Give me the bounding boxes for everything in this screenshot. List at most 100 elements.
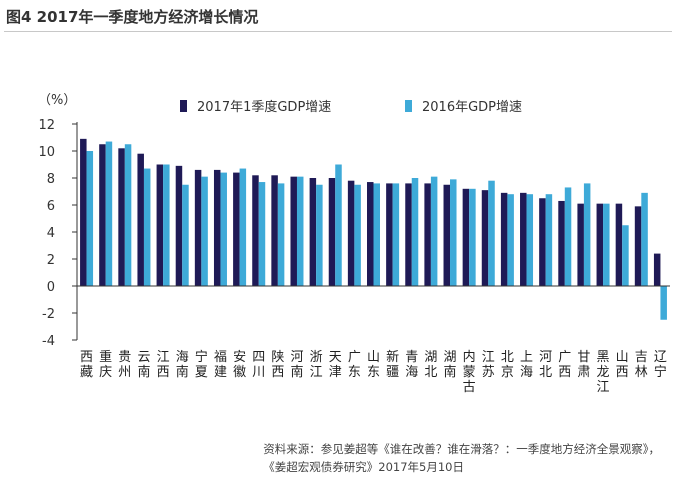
legend-item-2017q1: 2017年1季度GDP增速 <box>180 96 331 115</box>
y-tick-label: 10 <box>38 145 55 160</box>
y-tick-label: 4 <box>47 226 55 241</box>
x-tick-label: 河北 <box>539 350 552 380</box>
x-tick-label: 青海 <box>405 350 418 380</box>
bar-2017q1-30 <box>653 253 661 286</box>
bar-2017q1-8 <box>233 172 240 286</box>
y-tick-label: -4 <box>42 334 55 349</box>
x-tick-label: 贵州 <box>118 350 131 380</box>
bar-2017q1-6 <box>194 169 202 286</box>
bar-2017q1-12 <box>309 178 317 286</box>
x-tick-label: 宁夏 <box>195 349 208 380</box>
bar-2016-10 <box>277 183 285 286</box>
bar-2016-22 <box>507 194 514 286</box>
bar-2017q1-2 <box>118 148 125 286</box>
bar-2016-6 <box>201 176 208 286</box>
x-tick-label: 广东 <box>348 350 361 380</box>
bar-2016-29 <box>641 192 648 286</box>
x-tick-label: 江苏 <box>482 350 495 380</box>
legend-swatch-2017q1 <box>180 99 187 112</box>
bar-2016-16 <box>392 183 400 286</box>
bar-2016-14 <box>354 184 361 286</box>
bar-2017q1-7 <box>213 169 221 286</box>
bar-2017q1-13 <box>328 178 336 286</box>
bar-2016-4 <box>163 164 170 286</box>
x-tick-label: 湖南 <box>444 350 457 380</box>
source-line-1: 资料来源：参见姜超等《谁在改善？谁在滑落？：一季度地方经济全景观察》， <box>263 442 660 456</box>
bar-2016-18 <box>430 176 438 286</box>
bar-2016-11 <box>296 176 304 286</box>
x-tick-label: 山西 <box>616 350 629 380</box>
x-tick-label: 上海 <box>520 350 533 380</box>
y-axis-unit-label: （%） <box>38 93 77 108</box>
bar-2017q1-17 <box>405 183 412 286</box>
bar-2016-28 <box>622 225 629 286</box>
bar-2017q1-15 <box>367 182 374 286</box>
y-tick-label: 6 <box>47 199 55 214</box>
x-tick-label: 福建 <box>214 350 227 380</box>
title-divider <box>4 31 672 32</box>
bar-2016-0 <box>86 151 94 286</box>
legend-label-2017q1: 2017年1季度GDP增速 <box>197 100 332 115</box>
bar-2017q1-28 <box>615 203 623 286</box>
bar-2017q1-0 <box>80 138 87 286</box>
bar-2017q1-4 <box>156 164 164 286</box>
y-tick-label: 2 <box>47 253 55 268</box>
source-note: 资料来源：参见姜超等《谁在改善？谁在滑落？：一季度地方经济全景观察》， 《姜超宏… <box>263 440 660 474</box>
bar-2016-21 <box>488 180 495 286</box>
bar-2016-8 <box>239 168 247 286</box>
x-tick-label: 新疆 <box>386 349 399 380</box>
x-tick-label: 河南 <box>290 350 303 380</box>
x-tick-label: 北京 <box>501 350 514 380</box>
bar-2017q1-16 <box>386 183 393 286</box>
bar-2016-13 <box>335 164 342 286</box>
bar-2016-9 <box>258 182 266 286</box>
bar-2016-20 <box>469 188 476 286</box>
x-tick-label: 海南 <box>176 350 189 380</box>
x-tick-label: 江西 <box>157 350 170 380</box>
bar-2016-25 <box>564 187 572 286</box>
bar-2017q1-10 <box>271 175 278 286</box>
bar-2017q1-25 <box>558 200 565 286</box>
bar-2017q1-24 <box>539 198 546 286</box>
x-tick-label: 吉林 <box>635 350 648 380</box>
bar-2017q1-27 <box>596 203 604 286</box>
bar-2017q1-22 <box>500 192 508 286</box>
x-tick-label: 浙江 <box>310 350 323 380</box>
x-tick-label: 四川 <box>252 350 265 380</box>
x-tick-label: 云南 <box>137 350 150 380</box>
y-tick-label: -2 <box>42 307 55 322</box>
bar-2016-7 <box>220 172 227 286</box>
x-tick-label: 天津 <box>329 350 342 380</box>
bar-2016-27 <box>603 203 610 286</box>
bar-2016-19 <box>450 179 457 286</box>
bar-2016-17 <box>411 178 419 286</box>
bar-2016-12 <box>316 184 323 286</box>
x-tick-label: 陕西 <box>271 350 284 380</box>
bar-2017q1-29 <box>634 206 642 286</box>
chart-title: 图4 2017年一季度地方经济增长情况 <box>6 8 259 26</box>
bar-2016-3 <box>143 168 151 286</box>
x-tick-label: 广西 <box>558 350 571 380</box>
x-tick-label: 内蒙古 <box>463 349 476 395</box>
bar-2017q1-21 <box>481 190 489 286</box>
x-tick-label: 山东 <box>367 350 380 380</box>
bar-2017q1-19 <box>443 184 451 286</box>
bar-2016-2 <box>124 144 132 286</box>
x-tick-label: 甘肃 <box>577 350 590 380</box>
bar-2017q1-20 <box>462 188 470 286</box>
x-tick-label: 黑龙江 <box>597 350 610 395</box>
bar-2016-26 <box>583 183 591 286</box>
bar-2016-1 <box>105 141 113 286</box>
bar-2016-24 <box>545 194 553 286</box>
bar-2017q1-11 <box>290 176 297 286</box>
x-tick-label: 重庆 <box>99 349 112 380</box>
bar-2016-30 <box>660 286 667 320</box>
legend-label-2016: 2016年GDP增速 <box>422 100 523 115</box>
bar-2016-15 <box>373 183 380 286</box>
bar-2017q1-23 <box>520 192 527 286</box>
x-tick-label: 西藏 <box>80 350 93 380</box>
bar-2017q1-9 <box>252 175 259 286</box>
bar-2017q1-14 <box>347 180 355 286</box>
bar-2017q1-26 <box>577 203 584 286</box>
